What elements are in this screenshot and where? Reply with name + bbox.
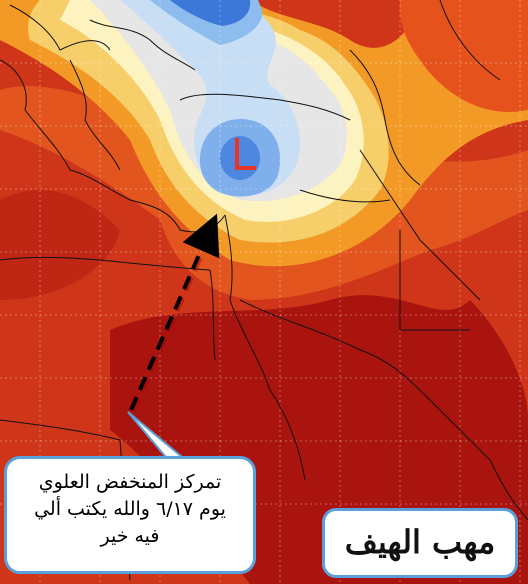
trajectory-arrow	[129, 213, 220, 411]
trajectory-arrow-shadow	[131, 233, 213, 413]
low-pressure-marker	[235, 138, 256, 170]
deep-blue-core	[220, 136, 260, 180]
deep-blue-zone	[170, 0, 251, 26]
signature-badge: مهب الهيف	[322, 508, 518, 578]
red-orange-east	[399, 0, 528, 112]
callout-line-2: يوم ٦/١٧ والله يكتب ألي	[34, 498, 226, 520]
callout-line-1: تمركز المنخفض العلوي	[38, 471, 222, 493]
callout-box: تمركز المنخفض العلوي يوم ٦/١٧ والله يكتب…	[4, 456, 256, 574]
callout-line-3: فيه خير	[100, 525, 160, 547]
badge-text: مهب الهيف	[344, 523, 496, 561]
dark-red-zone-west	[0, 190, 120, 300]
